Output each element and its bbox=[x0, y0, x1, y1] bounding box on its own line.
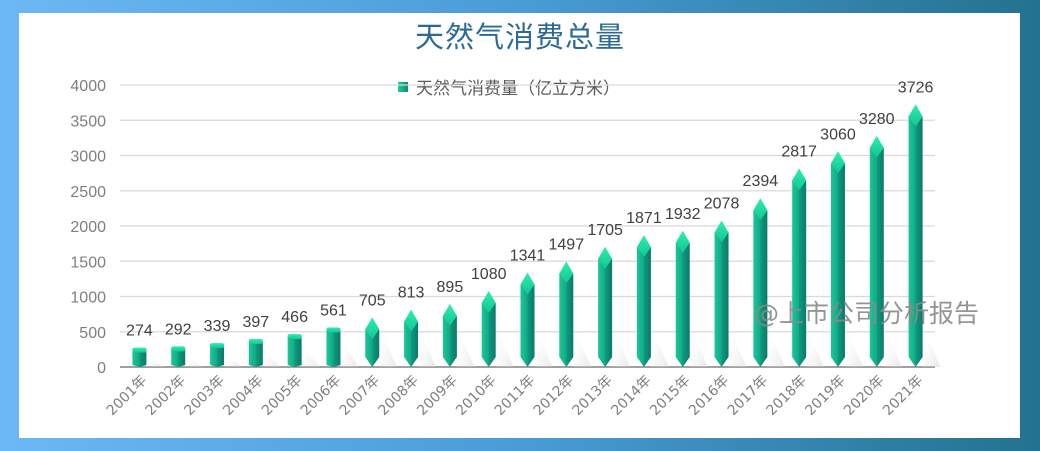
data-label: 895 bbox=[437, 279, 464, 296]
data-label: 1705 bbox=[587, 222, 623, 239]
y-tick-label: 500 bbox=[79, 325, 106, 342]
square-swatch-icon bbox=[398, 81, 408, 92]
x-tick-label: 2008年 bbox=[375, 373, 421, 419]
data-label: 2394 bbox=[743, 173, 779, 190]
y-tick-label: 1500 bbox=[70, 254, 106, 271]
y-tick-label: 0 bbox=[97, 360, 106, 377]
bar: 2817 bbox=[781, 143, 825, 367]
x-tick-label: 2011年 bbox=[492, 373, 538, 419]
x-tick-label: 2006年 bbox=[298, 373, 344, 419]
data-label: 3726 bbox=[898, 79, 934, 96]
bar: 397 bbox=[242, 314, 281, 367]
bar: 1341 bbox=[510, 247, 553, 367]
y-tick-label: 3000 bbox=[70, 149, 106, 166]
data-label: 292 bbox=[165, 321, 192, 338]
x-axis: 2001年2002年2003年2004年2005年2006年2007年2008年… bbox=[104, 373, 927, 419]
x-tick-label: 2021年 bbox=[880, 373, 926, 419]
y-tick-label: 2000 bbox=[70, 219, 106, 236]
data-label: 1497 bbox=[549, 236, 585, 253]
x-tick-label: 2003年 bbox=[181, 373, 227, 419]
y-tick-label: 1000 bbox=[70, 290, 106, 307]
data-label: 339 bbox=[204, 318, 231, 335]
bar: 1871 bbox=[626, 210, 669, 367]
bar: 3280 bbox=[859, 111, 902, 367]
x-tick-label: 2019年 bbox=[802, 373, 848, 419]
chart-legend: 天然气消费量（亿立方米） bbox=[398, 74, 620, 99]
x-tick-label: 2018年 bbox=[764, 373, 810, 419]
x-tick-label: 2017年 bbox=[725, 373, 771, 419]
x-tick-label: 2010年 bbox=[453, 373, 499, 419]
data-label: 2078 bbox=[704, 196, 740, 213]
data-label: 813 bbox=[398, 285, 425, 302]
data-label: 1871 bbox=[626, 210, 662, 227]
data-label: 1341 bbox=[510, 247, 546, 264]
bar: 2078 bbox=[704, 196, 747, 367]
bar: 1497 bbox=[549, 236, 592, 367]
chart-title: 天然气消费总量 bbox=[414, 20, 625, 54]
bar: 3060 bbox=[820, 126, 863, 367]
data-label: 561 bbox=[320, 302, 347, 319]
x-tick-label: 2013年 bbox=[570, 373, 616, 419]
data-label: 1080 bbox=[471, 266, 507, 283]
bar: 1705 bbox=[587, 222, 631, 367]
data-label: 397 bbox=[242, 314, 269, 331]
bar: 274 bbox=[126, 323, 165, 367]
y-tick-label: 2500 bbox=[70, 184, 106, 201]
data-label: 1932 bbox=[665, 206, 701, 223]
y-tick-label: 3500 bbox=[70, 113, 106, 130]
data-label: 2817 bbox=[781, 143, 817, 160]
bar: 3726 bbox=[898, 79, 941, 367]
y-tick-label: 4000 bbox=[70, 78, 106, 95]
x-tick-label: 2007年 bbox=[337, 373, 383, 419]
data-label: 705 bbox=[359, 292, 386, 309]
data-label: 3060 bbox=[820, 126, 856, 143]
bar: 339 bbox=[204, 318, 243, 367]
x-tick-label: 2020年 bbox=[841, 373, 887, 419]
bar: 561 bbox=[320, 302, 359, 367]
x-tick-label: 2015年 bbox=[647, 373, 693, 419]
data-label: 466 bbox=[281, 309, 308, 326]
data-label: 274 bbox=[126, 323, 153, 340]
bar: 1080 bbox=[471, 266, 514, 367]
x-tick-label: 2001年 bbox=[104, 373, 150, 419]
data-label: 3280 bbox=[859, 111, 895, 128]
bar: 292 bbox=[165, 321, 204, 367]
x-tick-label: 2012年 bbox=[531, 373, 577, 419]
bar: 2394 bbox=[743, 173, 786, 367]
x-tick-label: 2014年 bbox=[608, 373, 654, 419]
watermark: @上市公司分析报告 bbox=[754, 299, 980, 328]
x-tick-label: 2009年 bbox=[414, 373, 460, 419]
bar: 1932 bbox=[665, 206, 708, 367]
bar: 895 bbox=[437, 279, 475, 367]
y-axis: 0 500 1000 1500 2000 2500 3000 3500 4000 bbox=[70, 78, 106, 377]
bar: 466 bbox=[281, 309, 320, 367]
bar: 813 bbox=[398, 285, 437, 367]
x-tick-label: 2002年 bbox=[143, 373, 189, 419]
x-tick-label: 2016年 bbox=[686, 373, 732, 419]
bar: 705 bbox=[359, 292, 398, 367]
x-tick-label: 2004年 bbox=[220, 373, 266, 419]
x-tick-label: 2005年 bbox=[259, 373, 305, 419]
legend-label: 天然气消费量（亿立方米） bbox=[416, 79, 620, 99]
